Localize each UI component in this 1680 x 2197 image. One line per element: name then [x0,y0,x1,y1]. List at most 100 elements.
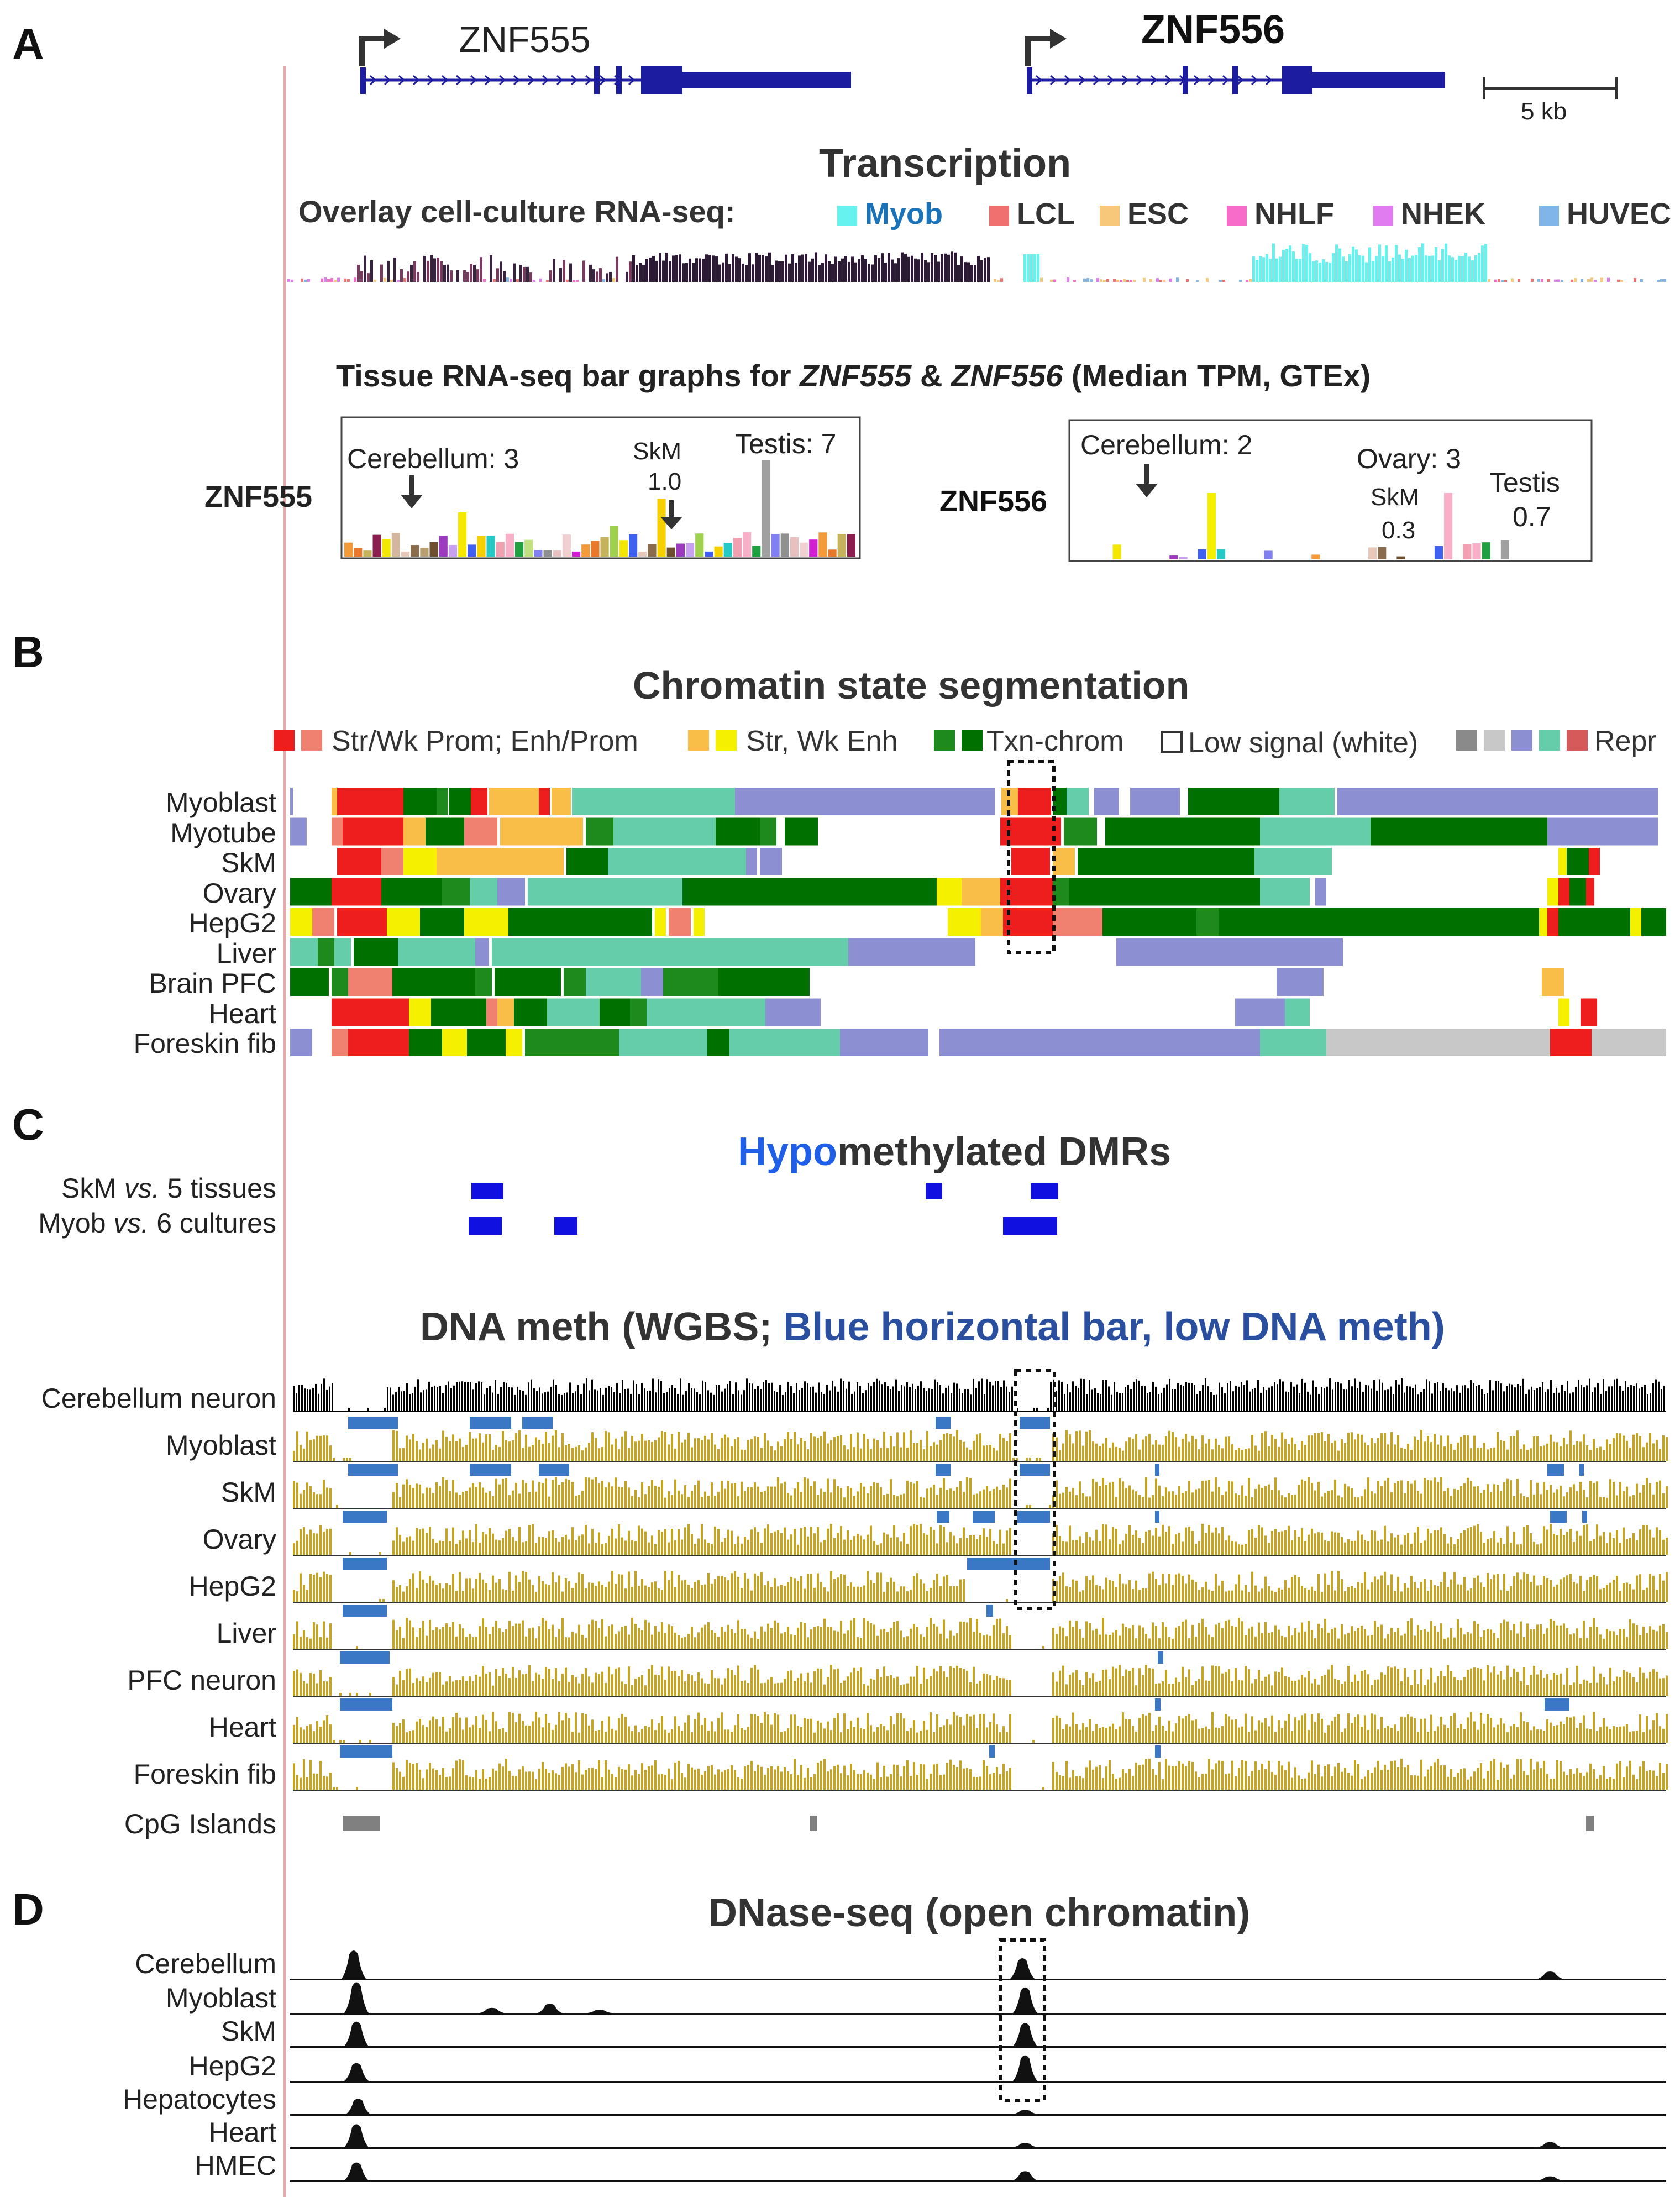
meth-bar [804,1477,806,1508]
meth-bar [1341,1732,1343,1743]
rnaseq-bar [526,266,529,282]
meth-bar [1231,1444,1233,1461]
meth-bar [442,1541,444,1555]
meth-bar [876,1440,879,1461]
meth-bar [939,1727,942,1743]
meth-bar [741,1481,743,1508]
rnaseq-bar [1368,247,1371,282]
meth-bar [973,1776,975,1790]
meth-bar [711,1433,713,1461]
meth-bar [1560,1761,1562,1790]
meth-bar [512,1626,514,1649]
meth-bar [435,1719,438,1743]
meth-bar [1291,1635,1293,1649]
meth-bar [1158,1536,1161,1555]
meth-bar [694,1719,696,1743]
chromatin-segment [1105,817,1172,846]
rnaseq-bar [1358,255,1361,282]
meth-bar [1656,1481,1658,1508]
meth-bar [860,1448,862,1461]
meth-bar [976,1539,978,1555]
meth-bar [1059,1450,1061,1461]
meth-bar [403,1391,405,1411]
chromatin-segment [449,788,471,815]
meth-bar [784,1678,786,1696]
rnaseq-bar [974,265,977,282]
meth-bar [1619,1677,1621,1696]
meth-bar [1065,1636,1068,1649]
meth-bar [464,1382,466,1411]
meth-bar [823,1759,826,1790]
meth-bar [1251,1571,1253,1602]
meth-bar [963,1492,965,1508]
meth-bar [668,1666,670,1696]
meth-bar [356,1693,358,1696]
meth-bar [1341,1771,1343,1790]
meth-bar [1175,1534,1177,1555]
meth-bar [1380,1575,1383,1602]
meth-bar [1457,1773,1459,1790]
meth-bar [608,1666,610,1696]
meth-bar [678,1529,680,1555]
meth-bar [903,1493,905,1508]
meth-bar [721,1684,723,1696]
meth-bar [1337,1495,1340,1508]
meth-bar [1115,1779,1117,1790]
meth-bar [1434,1585,1436,1602]
rnaseq-bar [954,252,957,282]
meth-bar [1125,1669,1127,1696]
meth-bar [724,1577,726,1602]
meth-bar [1493,1666,1495,1696]
meth-bar [536,1391,538,1411]
meth-bar [648,1542,650,1555]
meth-bar [1666,1437,1668,1461]
meth-bar [1347,1633,1350,1649]
meth-bar [721,1771,723,1790]
meth-bar [439,1775,441,1790]
meth-bar [452,1527,454,1555]
meth-bar [1346,1389,1347,1411]
chromatin-segment [718,968,810,996]
meth-bar [591,1719,594,1743]
meth-bar [595,1477,597,1508]
meth-bar [873,1438,875,1461]
meth-bar [462,1676,464,1696]
rnaseq-bar [1067,277,1069,282]
meth-bar [1145,1477,1147,1508]
meth-bar [651,1441,653,1461]
meth-bar [396,1587,398,1602]
meth-bar [465,1717,468,1743]
rnaseq-bar [519,265,522,282]
meth-bar [1357,1582,1359,1602]
meth-bar [459,1540,461,1555]
meth-bar [1513,1532,1515,1555]
meth-bar [539,1387,540,1411]
meth-bar [1427,1631,1429,1649]
meth-bar [1623,1777,1625,1790]
meth-bar [1404,1392,1405,1411]
rnaseq-bar [795,263,797,282]
meth-bar [316,1624,318,1649]
meth-bar [1447,1776,1449,1790]
meth-bar [993,1680,995,1696]
rnaseq-bar [1338,248,1341,282]
meth-bar [1218,1666,1220,1696]
meth-bar [1646,1633,1648,1649]
rnaseq-bar [1123,279,1126,282]
meth-bar [1304,1677,1306,1696]
meth-bar [970,1394,972,1411]
meth-bar [469,1432,471,1461]
meth-bar [1361,1671,1363,1696]
meth-bar [313,1773,315,1790]
meth-bar [1231,1681,1233,1696]
meth-bar [750,1761,753,1790]
meth-bar [1418,1394,1419,1411]
meth-bar [395,1392,397,1411]
meth-bar [1493,1447,1495,1461]
meth-bar [1526,1722,1529,1743]
rnaseq-bar [1421,243,1424,282]
tissue-bar [429,542,438,557]
meth-bar [923,1449,925,1461]
meth-bar [1251,1716,1253,1743]
rnaseq-bar [669,261,671,282]
